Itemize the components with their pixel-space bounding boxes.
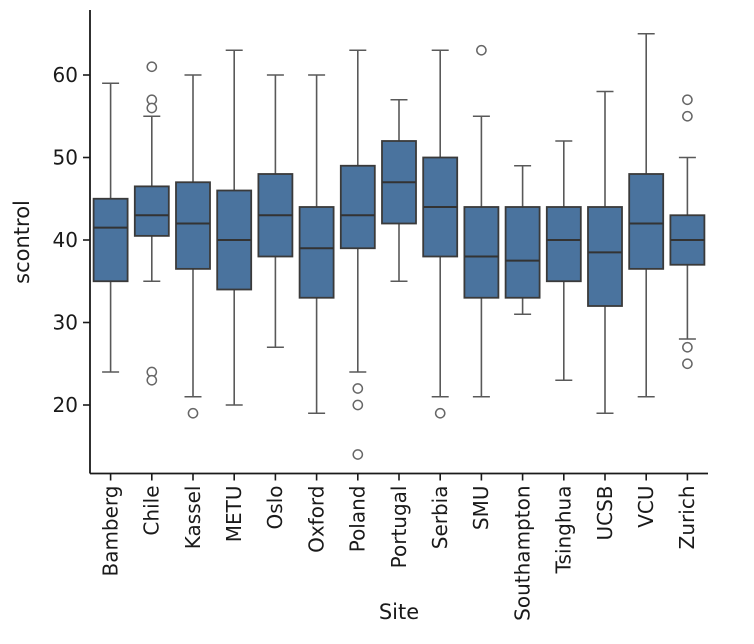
- y-tick-label: 40: [53, 228, 78, 252]
- outlier-point: [146, 374, 158, 386]
- x-tick-label: Oslo: [263, 486, 287, 530]
- x-tick-label: Tsinghua: [552, 486, 576, 575]
- outlier-point: [682, 341, 693, 353]
- x-tick-label: Poland: [346, 486, 370, 553]
- outlier-point: [352, 383, 364, 394]
- plot-area: 20 30 40 50 60 Bamberg Chile Kassel METU Oslo Oxfo…: [53, 10, 708, 621]
- outlier-point: [682, 358, 693, 370]
- outlier-point: [352, 449, 364, 460]
- outlier-point: [187, 407, 199, 419]
- outlier-point: [146, 61, 158, 73]
- x-tick-label: VCU: [634, 486, 658, 528]
- y-tick-label: 20: [53, 393, 78, 417]
- x-tick-label: UCSB: [593, 486, 617, 541]
- box-group-bamberg: [92, 82, 129, 373]
- box-group-chile: [133, 61, 170, 386]
- outlier-point: [146, 102, 158, 114]
- iqr-box: [175, 181, 211, 270]
- x-tick-label: Serbia: [428, 486, 452, 550]
- iqr-box: [463, 206, 500, 299]
- outlier-point: [682, 94, 693, 106]
- x-tick-label: METU: [222, 486, 246, 543]
- box-group-oxford: [298, 74, 335, 415]
- x-tick-label: Oxford: [304, 486, 328, 553]
- outlier-point: [352, 399, 364, 411]
- outlier-point: [434, 407, 446, 419]
- box-group-kassel: [175, 74, 211, 419]
- x-tick-label: SMU: [469, 486, 493, 531]
- box-group-serbia: [422, 49, 459, 419]
- x-tick-label: Zurich: [675, 486, 699, 550]
- x-tick-label: Chile: [140, 486, 164, 536]
- box-group-tsinghua: [545, 140, 582, 382]
- box-group-southampton: [504, 164, 541, 316]
- iqr-box: [133, 185, 170, 237]
- box-group-zurich: [669, 94, 706, 370]
- box-group-portugal: [381, 98, 417, 283]
- y-tick-label: 50: [53, 145, 78, 169]
- outlier-point: [476, 44, 487, 56]
- iqr-box: [504, 206, 541, 299]
- y-tick-label: 60: [53, 63, 78, 87]
- y-axis-title: scontrol: [10, 200, 34, 284]
- iqr-box: [298, 206, 335, 299]
- iqr-box: [545, 206, 582, 283]
- iqr-box: [628, 173, 665, 270]
- box-group-vcu: [628, 32, 665, 398]
- outlier-point: [682, 110, 693, 122]
- x-tick-label: Kassel: [181, 486, 205, 550]
- y-tick-label: 30: [53, 310, 78, 334]
- iqr-box: [587, 206, 623, 307]
- x-tick-label: Bamberg: [98, 486, 122, 577]
- box-group-smu: [463, 44, 500, 398]
- x-tick-label: Southampton: [510, 486, 534, 621]
- box-group-metu: [216, 49, 253, 406]
- box-group-poland: [339, 49, 376, 460]
- iqr-box: [339, 164, 376, 250]
- box-group-ucsb: [587, 90, 623, 415]
- box-group-oslo: [257, 74, 294, 349]
- iqr-box: [92, 197, 129, 283]
- x-axis-title: Site: [379, 600, 419, 624]
- x-tick-label: Portugal: [387, 486, 411, 569]
